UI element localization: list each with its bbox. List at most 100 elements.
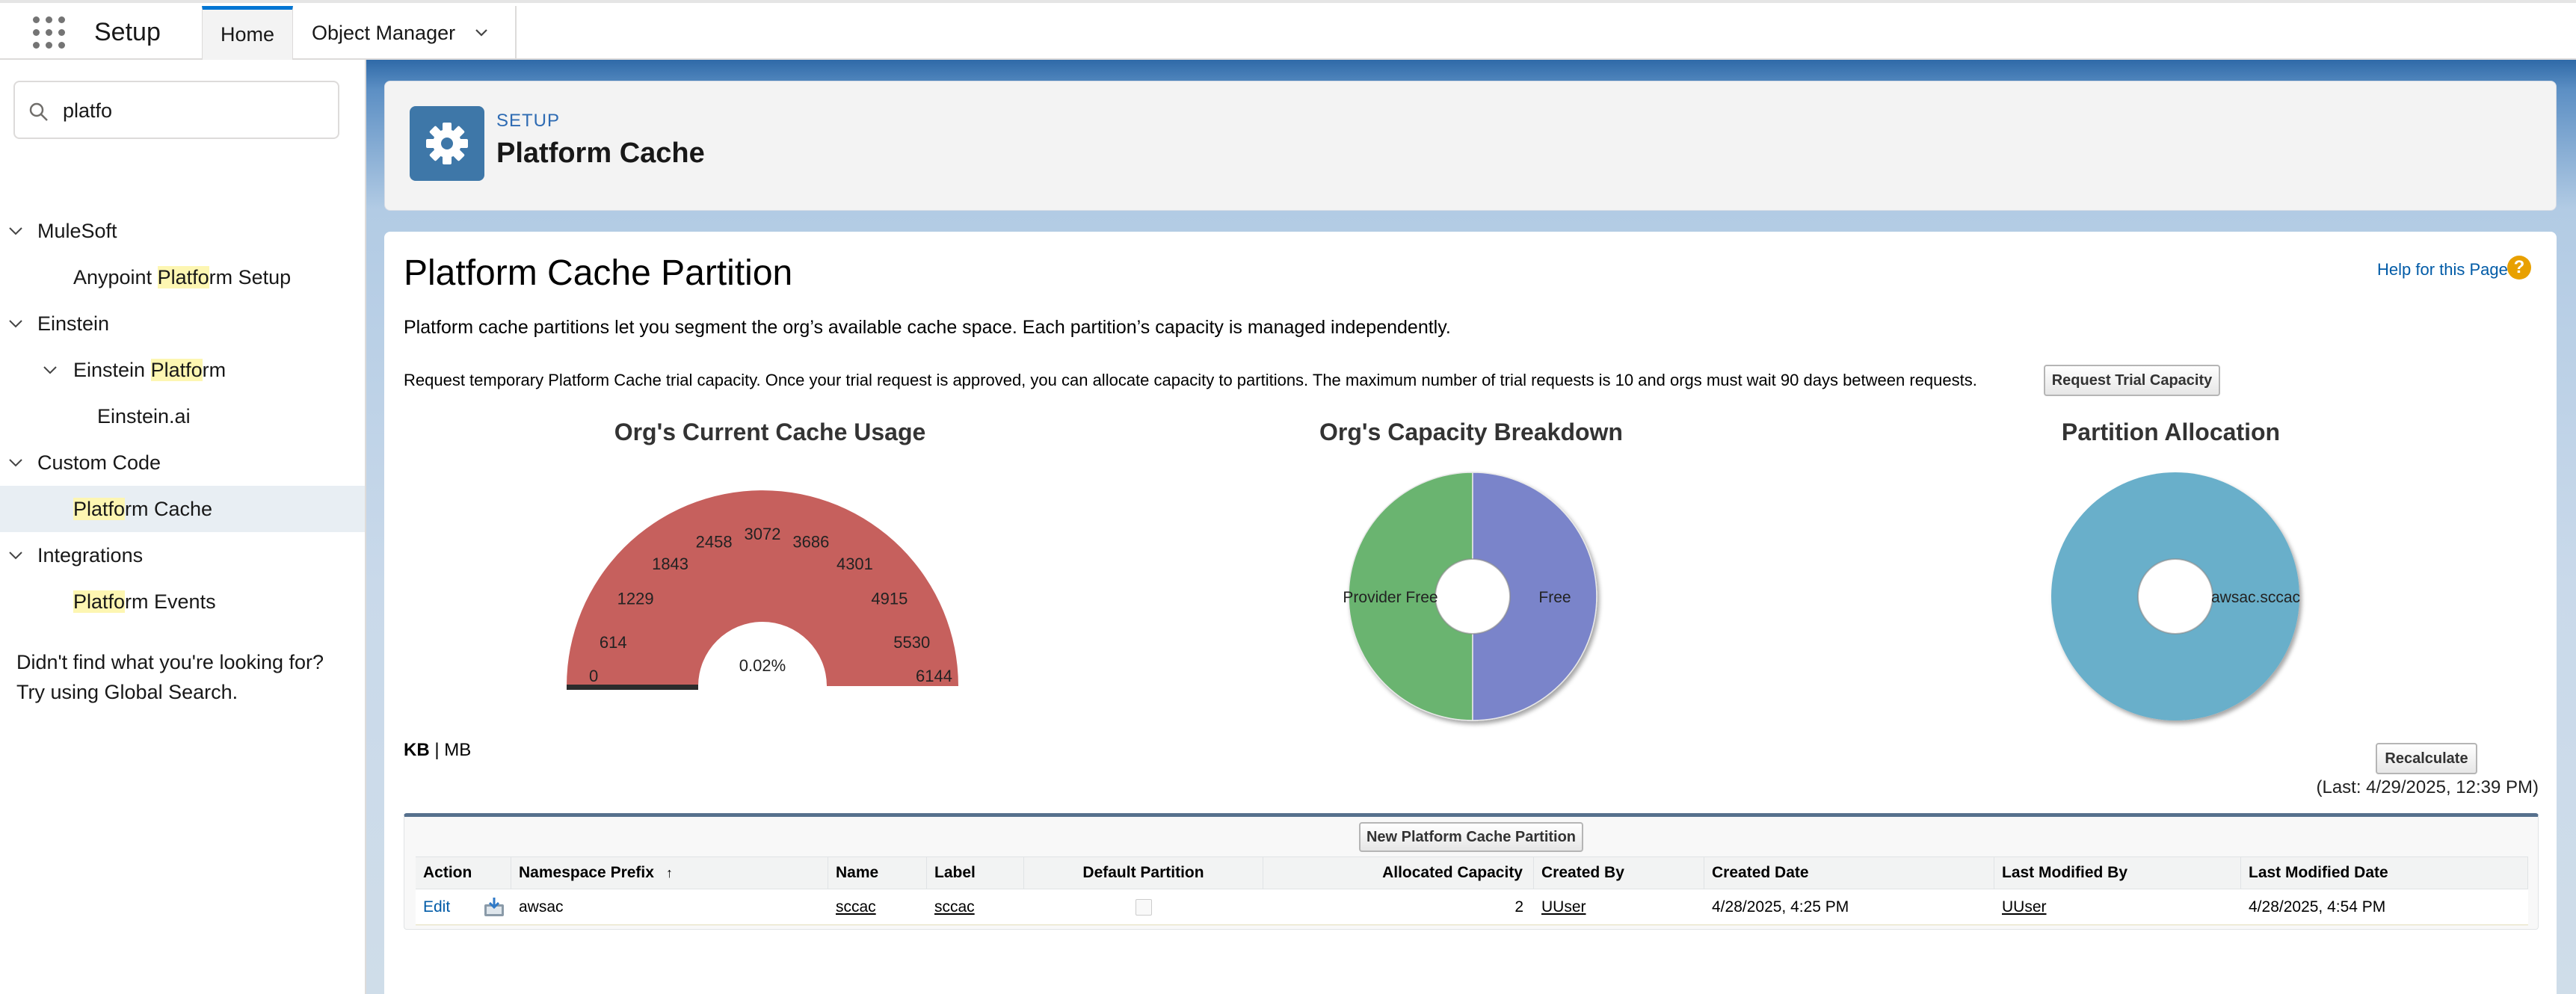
partition-label-link[interactable]: sccac [934, 898, 975, 916]
new-platform-cache-partition-button[interactable]: New Platform Cache Partition [1359, 822, 1583, 852]
search-icon [29, 102, 48, 121]
pie-hole-ring [2137, 558, 2213, 635]
sidebar-item-label: Einstein Platform [73, 358, 227, 381]
sort-ascending-icon: ↑ [665, 865, 673, 880]
created-by-link[interactable]: UUser [1541, 898, 1586, 916]
sidebar-group-mulesoft[interactable]: MuleSoft [0, 208, 365, 254]
quick-find-input[interactable] [61, 93, 333, 129]
table-cell-last-modified-by: UUser [1994, 889, 2241, 925]
sidebar-group-custom-code[interactable]: Custom Code [0, 439, 365, 486]
pie-hole [1435, 559, 1510, 634]
partition-table: Action Namespace Prefix ↑ Name Label Defa… [416, 856, 2528, 925]
tab-home-label: Home [220, 23, 275, 46]
tab-home[interactable]: Home [202, 6, 293, 60]
sidebar-item-einstein-platform[interactable]: Einstein Platform [0, 347, 365, 393]
column-header-name[interactable]: Name [828, 856, 927, 889]
last-calculated-text: (Last: 4/29/2025, 12:39 PM) [2316, 777, 2539, 797]
chevron-down-icon[interactable] [7, 454, 24, 471]
page-title: Platform Cache Partition [404, 253, 793, 293]
table-cell-created-date: 4/28/2025, 4:25 PM [1704, 889, 1994, 925]
gauge-arc [567, 490, 958, 686]
help-icon[interactable]: ? [2507, 256, 2531, 280]
partition-allocation-pie: awsac.sccac [2051, 472, 2300, 720]
sidebar-group-integrations[interactable]: Integrations [0, 532, 365, 578]
units-kb: KB [404, 740, 430, 760]
page-header [384, 81, 2557, 211]
units-mb-link[interactable]: MB [444, 740, 472, 760]
gauge-tick-label: 6144 [916, 667, 952, 685]
table-row-action: Edit [416, 889, 511, 925]
gear-icon [410, 106, 484, 181]
download-icon[interactable] [483, 897, 505, 918]
table-cell-allocated-capacity: 2 [1263, 889, 1534, 925]
gauge-tick-label: 3686 [792, 532, 829, 551]
sidebar-item-anypoint-platform-setup[interactable]: Anypoint Platform Setup [0, 254, 365, 300]
units-separator: | [434, 740, 440, 760]
table-cell-namespace: awsac [511, 889, 828, 925]
sidebar-item-einstein-ai[interactable]: Einstein.ai [0, 393, 365, 439]
gauge-tick-label: 3072 [745, 525, 781, 543]
pie-slice-provider-free [1348, 472, 1473, 721]
sidebar-item-label: Platform Cache [73, 497, 213, 520]
pie-slice-label: Provider Free [1343, 589, 1438, 606]
column-header-namespace-prefix[interactable]: Namespace Prefix ↑ [511, 856, 828, 889]
column-header-created-by[interactable]: Created By [1534, 856, 1704, 889]
pie-slice-label: awsac.sccac [2211, 589, 2300, 606]
column-header-last-modified-date[interactable]: Last Modified Date [2241, 856, 2528, 889]
sidebar-group-label: Custom Code [37, 451, 161, 474]
chart-title-capacity-breakdown: Org's Capacity Breakdown [1319, 419, 1623, 445]
sidebar-item-label: Einstein.ai [97, 404, 191, 427]
quick-find-box [13, 81, 339, 139]
table-cell-last-modified-date: 4/28/2025, 4:54 PM [2241, 889, 2528, 925]
sidebar-item-label: Platform Events [73, 590, 216, 613]
tab-object-manager[interactable]: Object Manager [294, 6, 517, 60]
sidebar-group-label: MuleSoft [37, 219, 117, 242]
setup-sidebar: MuleSoft Anypoint Platform Setup Einstei… [0, 60, 366, 994]
chart-title-cache-usage: Org's Current Cache Usage [614, 419, 926, 445]
chevron-down-icon[interactable] [7, 547, 24, 564]
app-title: Setup [94, 18, 161, 46]
pie-hole-ring [1435, 558, 1511, 635]
gauge-tick-label: 4301 [836, 555, 873, 573]
page-header-title: Platform Cache [496, 138, 705, 169]
column-header-allocated-capacity[interactable]: Allocated Capacity [1263, 856, 1534, 889]
column-header-created-date[interactable]: Created Date [1704, 856, 1994, 889]
recalculate-button[interactable]: Recalculate [2376, 743, 2477, 774]
pie-hole [2138, 559, 2213, 634]
default-partition-checkbox [1136, 898, 1152, 916]
chart-title-partition-allocation: Partition Allocation [2061, 419, 2281, 445]
gauge-value-bar [567, 685, 698, 690]
pie-slice-free [1472, 472, 1597, 721]
gauge-tick-label: 1843 [652, 555, 688, 573]
pie-slice-label: Free [1538, 589, 1571, 606]
edit-link[interactable]: Edit [423, 898, 451, 916]
sidebar-item-platform-cache[interactable]: Platform Cache [0, 486, 365, 532]
chevron-down-icon[interactable] [42, 362, 58, 378]
last-modified-by-link[interactable]: UUser [2002, 898, 2047, 916]
help-link[interactable]: Help for this Page [2377, 260, 2508, 279]
sidebar-item-label: Anypoint Platform Setup [73, 265, 292, 288]
chevron-down-icon[interactable] [7, 223, 24, 239]
trial-text: Request temporary Platform Cache trial c… [404, 371, 1977, 389]
partition-name-link[interactable]: sccac [836, 898, 876, 916]
sidebar-item-platform-events[interactable]: Platform Events [0, 578, 365, 625]
app-launcher-icon[interactable] [33, 16, 66, 49]
tab-object-manager-label: Object Manager [312, 21, 456, 44]
sidebar-group-einstein[interactable]: Einstein [0, 300, 365, 347]
gauge-tick-label: 2458 [696, 532, 733, 551]
column-header-label[interactable]: Label [927, 856, 1024, 889]
column-header-action: Action [416, 856, 511, 889]
gauge-tick-label: 1229 [617, 590, 654, 608]
column-header-last-modified-by[interactable]: Last Modified By [1994, 856, 2241, 889]
table-cell-default-partition [1024, 889, 1263, 925]
table-cell-label: sccac [927, 889, 1024, 925]
chevron-down-icon[interactable] [475, 26, 488, 40]
gauge-tick-label: 0 [589, 667, 598, 685]
request-trial-capacity-button[interactable]: Request Trial Capacity [2044, 365, 2220, 396]
chevron-down-icon[interactable] [7, 315, 24, 332]
sidebar-help-text: Didn't find what you're looking for? Try… [16, 651, 324, 703]
column-header-default-partition[interactable]: Default Partition [1024, 856, 1263, 889]
capacity-breakdown-pie: Provider Free Free [1343, 472, 1597, 721]
page-header-eyebrow: SETUP [496, 111, 561, 131]
